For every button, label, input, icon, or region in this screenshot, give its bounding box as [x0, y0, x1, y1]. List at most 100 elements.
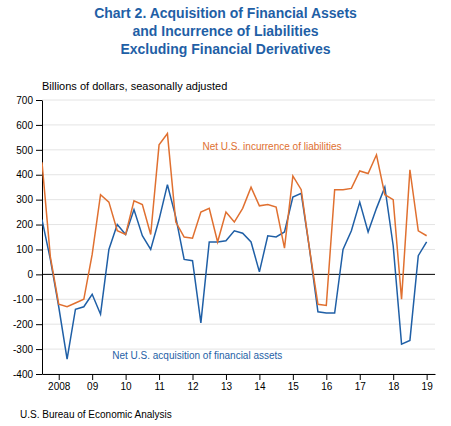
- x-tick-label: 2008: [48, 381, 71, 392]
- x-tick-label: 17: [355, 381, 367, 392]
- y-tick-label: 500: [16, 145, 33, 156]
- annotation: Net U.S. acquisition of financial assets: [112, 350, 282, 361]
- x-axis: 2008 09 10 11 12 13 14 15 16 17 18 19: [43, 374, 436, 392]
- x-tick-mark: [159, 374, 160, 380]
- x-tick-label: 16: [321, 381, 333, 392]
- y-tick: 500: [16, 145, 42, 156]
- y-tick-mark: [36, 349, 42, 350]
- y-tick: 600: [16, 120, 42, 131]
- grid-line: [42, 374, 435, 375]
- x-tick-label: 15: [288, 381, 300, 392]
- y-tick-label: -200: [13, 319, 33, 330]
- x-tick-label: 10: [121, 381, 133, 392]
- x-axis-line: [43, 374, 436, 375]
- x-tick-label: 18: [388, 381, 400, 392]
- chart: Chart 2. Acquisition of Financial Assets…: [0, 0, 451, 426]
- y-tick-label: -100: [13, 294, 33, 305]
- x-tick: 17: [355, 374, 367, 392]
- y-tick: -400: [13, 369, 42, 380]
- grid-line: [42, 199, 435, 200]
- grid-line: [42, 299, 435, 300]
- title-line: Chart 2. Acquisition of Financial Assets: [94, 5, 357, 21]
- x-tick-mark: [92, 374, 93, 380]
- y-tick-mark: [36, 100, 42, 101]
- grid-line: [42, 174, 435, 175]
- x-tick: 11: [154, 374, 165, 392]
- x-tick-mark: [360, 374, 361, 380]
- y-tick-label: 700: [16, 95, 33, 106]
- y-tick-label: 100: [16, 244, 33, 255]
- y-axis: -400 -300 -200 -100 0 100 200 300 400 500 600 700: [13, 95, 43, 380]
- y-tick: 0: [27, 269, 42, 280]
- y-axis-line: [42, 101, 43, 375]
- x-tick-mark: [259, 374, 260, 380]
- x-tick: 12: [187, 374, 199, 392]
- y-tick-mark: [36, 200, 42, 201]
- y-tick-mark: [36, 274, 42, 275]
- title-line: and Incurrence of Liabilities: [133, 23, 319, 39]
- series-line: [42, 134, 427, 307]
- grid: [42, 100, 435, 374]
- y-tick-mark: [36, 225, 42, 226]
- x-tick-mark: [393, 374, 394, 380]
- x-tick: 13: [221, 374, 233, 392]
- y-tick: 300: [16, 194, 42, 205]
- grid-line: [42, 100, 435, 101]
- x-tick: 2008: [48, 374, 71, 392]
- x-tick-label: 14: [254, 381, 266, 392]
- x-tick: 09: [87, 374, 99, 392]
- y-tick-label: 300: [16, 194, 33, 205]
- x-tick: 14: [254, 374, 266, 392]
- subtitle: Billions of dollars, seasonally adjusted: [42, 80, 227, 92]
- grid-line: [42, 124, 435, 125]
- x-tick-label: 09: [87, 381, 99, 392]
- x-tick: 18: [388, 374, 400, 392]
- series-group: [42, 134, 427, 359]
- x-tick-label: 11: [154, 381, 165, 392]
- x-tick-mark: [293, 374, 294, 380]
- x-tick: 16: [321, 374, 333, 392]
- grid-line: [42, 324, 435, 325]
- y-tick: 100: [16, 244, 42, 255]
- x-tick: 10: [121, 374, 133, 392]
- x-tick-mark: [326, 374, 327, 380]
- y-tick-label: -300: [13, 344, 33, 355]
- y-tick-mark: [36, 249, 42, 250]
- y-tick-mark: [36, 150, 42, 151]
- y-tick-label: 600: [16, 120, 33, 131]
- y-tick-mark: [36, 175, 42, 176]
- y-tick-label: 0: [27, 269, 33, 280]
- footer: U.S. Bureau of Economic Analysis: [20, 409, 172, 420]
- x-tick: 19: [422, 374, 434, 392]
- y-tick: -300: [13, 344, 42, 355]
- y-tick-label: -400: [13, 369, 33, 380]
- x-tick-label: 12: [187, 381, 199, 392]
- x-tick-label: 19: [422, 381, 434, 392]
- y-tick-mark: [36, 374, 42, 375]
- grid-line: [42, 224, 435, 225]
- annotation: Net U.S. incurrence of liabilities: [203, 141, 342, 152]
- x-tick-mark: [59, 374, 60, 380]
- y-tick: 700: [16, 95, 42, 106]
- title: Chart 2. Acquisition of Financial Assets…: [94, 5, 357, 57]
- series-line: [42, 185, 427, 359]
- y-tick: 200: [16, 219, 42, 230]
- y-tick-mark: [36, 324, 42, 325]
- x-tick-label: 13: [221, 381, 233, 392]
- x-tick: 15: [288, 374, 300, 392]
- y-tick: 400: [16, 169, 42, 180]
- grid-line: [42, 249, 435, 250]
- y-tick-mark: [36, 299, 42, 300]
- y-tick-label: 200: [16, 219, 33, 230]
- x-tick-mark: [226, 374, 227, 380]
- plot: 2008 09 10 11 12 13 14 15 16 17 18 19 -400 -300 -200 -1…: [13, 95, 436, 392]
- y-tick: -100: [13, 294, 42, 305]
- title-line: Excluding Financial Derivatives: [120, 41, 330, 57]
- zero-line: [42, 274, 435, 275]
- y-tick: -200: [13, 319, 42, 330]
- y-tick-label: 400: [16, 169, 33, 180]
- x-tick-mark: [126, 374, 127, 380]
- y-tick-mark: [36, 125, 42, 126]
- x-tick-mark: [193, 374, 194, 380]
- x-tick-mark: [427, 374, 428, 380]
